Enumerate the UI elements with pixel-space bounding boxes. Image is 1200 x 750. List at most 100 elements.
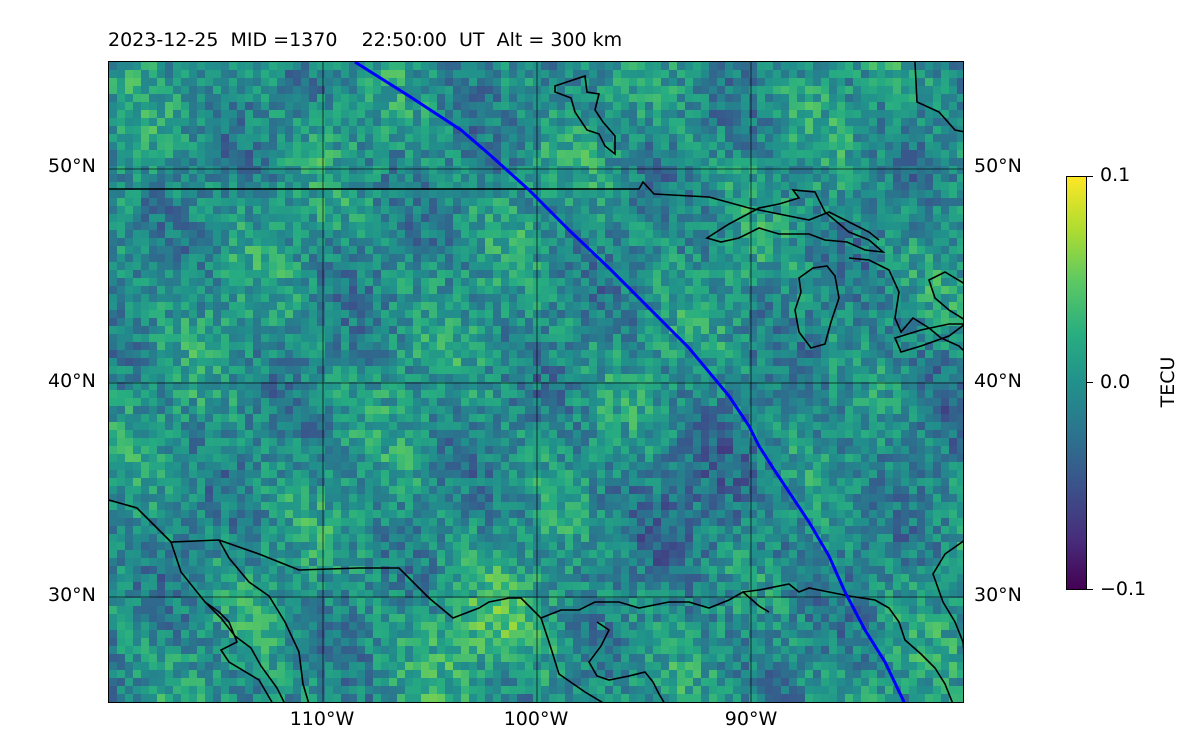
- heatmap-cell: [469, 70, 477, 78]
- heatmap-cell: [125, 62, 133, 70]
- heatmap-cell: [317, 398, 325, 406]
- heatmap-cell: [789, 422, 797, 430]
- heatmap-cell: [909, 374, 917, 382]
- heatmap-cell: [909, 262, 917, 270]
- heatmap-cell: [917, 366, 925, 374]
- heatmap-cell: [213, 286, 221, 294]
- heatmap-cell: [309, 422, 317, 430]
- heatmap-cell: [773, 134, 781, 142]
- heatmap-cell: [125, 134, 133, 142]
- heatmap-cell: [133, 222, 141, 230]
- heatmap-cell: [581, 270, 589, 278]
- heatmap-cell: [733, 150, 741, 158]
- heatmap-cell: [293, 278, 301, 286]
- heatmap-cell: [157, 118, 165, 126]
- heatmap-cell: [349, 150, 357, 158]
- heatmap-cell: [773, 310, 781, 318]
- heatmap-cell: [165, 198, 173, 206]
- heatmap-cell: [629, 174, 637, 182]
- heatmap-cell: [197, 422, 205, 430]
- heatmap-cell: [349, 198, 357, 206]
- heatmap-cell: [573, 286, 581, 294]
- map-panel[interactable]: [108, 61, 964, 703]
- heatmap-cell: [109, 134, 117, 142]
- heatmap-cell: [277, 286, 285, 294]
- heatmap-cell: [741, 102, 749, 110]
- heatmap-cell: [845, 294, 853, 302]
- heatmap-cell: [269, 254, 277, 262]
- heatmap-cell: [213, 422, 221, 430]
- heatmap-cell: [269, 374, 277, 382]
- heatmap-cell: [813, 142, 821, 150]
- heatmap-cell: [957, 294, 963, 302]
- heatmap-cell: [549, 102, 557, 110]
- heatmap-cell: [461, 398, 469, 406]
- heatmap-cell: [733, 310, 741, 318]
- heatmap-cell: [749, 142, 757, 150]
- heatmap-cell: [821, 302, 829, 310]
- heatmap-cell: [773, 262, 781, 270]
- heatmap-cell: [301, 390, 309, 398]
- heatmap-cell: [293, 94, 301, 102]
- heatmap-cell: [661, 270, 669, 278]
- heatmap-cell: [149, 334, 157, 342]
- heatmap-cell: [189, 294, 197, 302]
- heatmap-cell: [229, 134, 237, 142]
- heatmap-cell: [893, 62, 901, 70]
- heatmap-cell: [461, 94, 469, 102]
- heatmap-cell: [301, 374, 309, 382]
- heatmap-cell: [197, 158, 205, 166]
- heatmap-cell: [189, 222, 197, 230]
- heatmap-cell: [381, 222, 389, 230]
- heatmap-cell: [949, 286, 957, 294]
- heatmap-cell: [389, 334, 397, 342]
- heatmap-cell: [909, 366, 917, 374]
- heatmap-cell: [781, 286, 789, 294]
- heatmap-cell: [389, 246, 397, 254]
- heatmap-cell: [221, 126, 229, 134]
- heatmap-cell: [285, 142, 293, 150]
- heatmap-cell: [885, 62, 893, 70]
- heatmap-cell: [621, 254, 629, 262]
- heatmap-cell: [613, 86, 621, 94]
- heatmap-cell: [805, 126, 813, 134]
- heatmap-cell: [773, 254, 781, 262]
- heatmap-cell: [589, 174, 597, 182]
- heatmap-cell: [181, 390, 189, 398]
- heatmap-cell: [445, 302, 453, 310]
- heatmap-cell: [637, 262, 645, 270]
- heatmap-cell: [605, 70, 613, 78]
- heatmap-cell: [165, 342, 173, 350]
- heatmap-cell: [773, 278, 781, 286]
- heatmap-cell: [845, 366, 853, 374]
- heatmap-cell: [405, 262, 413, 270]
- heatmap-cell: [405, 190, 413, 198]
- heatmap-cell: [301, 254, 309, 262]
- heatmap-cell: [365, 118, 373, 126]
- heatmap-cell: [581, 118, 589, 126]
- heatmap-cell: [373, 414, 381, 422]
- heatmap-cell: [613, 198, 621, 206]
- heatmap-cell: [141, 198, 149, 206]
- heatmap-cell: [909, 118, 917, 126]
- heatmap-cell: [581, 254, 589, 262]
- heatmap-cell: [349, 422, 357, 430]
- heatmap-cell: [925, 294, 933, 302]
- heatmap-cell: [733, 222, 741, 230]
- heatmap-cell: [909, 422, 917, 430]
- heatmap-cell: [573, 238, 581, 246]
- heatmap-cell: [253, 78, 261, 86]
- heatmap-cell: [693, 174, 701, 182]
- heatmap-cell: [501, 118, 509, 126]
- heatmap-cell: [541, 142, 549, 150]
- heatmap-cell: [917, 390, 925, 398]
- heatmap-cell: [485, 142, 493, 150]
- heatmap-cell: [165, 310, 173, 318]
- heatmap-cell: [245, 262, 253, 270]
- heatmap-cell: [669, 294, 677, 302]
- heatmap-cell: [365, 214, 373, 222]
- heatmap-cell: [797, 398, 805, 406]
- heatmap-cell: [477, 390, 485, 398]
- heatmap-cell: [309, 358, 317, 366]
- heatmap-cell: [773, 102, 781, 110]
